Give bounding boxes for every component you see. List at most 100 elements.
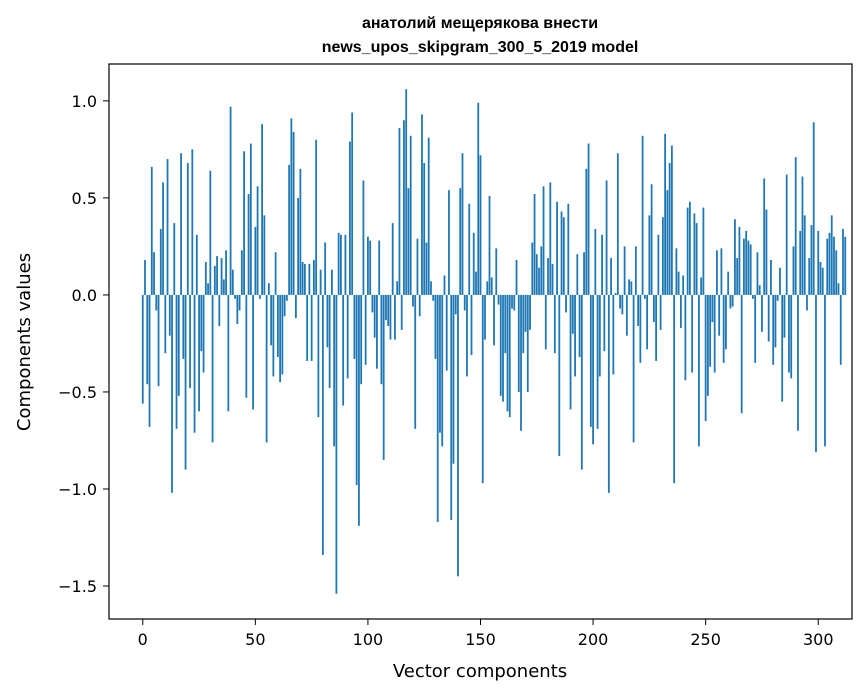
bar-component-293 [801, 176, 804, 295]
bar-component-278 [767, 294, 770, 342]
bar-component-142 [461, 153, 464, 295]
y-tick-label: 0.0 [72, 286, 97, 305]
bar-component-286 [785, 174, 788, 295]
bar-component-79 [319, 269, 322, 295]
bar-component-104 [376, 294, 378, 369]
bar-component-254 [713, 294, 716, 373]
bar-component-234 [668, 162, 671, 295]
bar-component-177 [540, 246, 543, 295]
bar-component-100 [367, 236, 369, 295]
bar-component-281 [774, 294, 777, 348]
bar-component-31 [211, 294, 214, 443]
bar-component-133 [441, 294, 444, 447]
bar-component-7 [157, 294, 160, 387]
bar-component-128 [430, 281, 432, 295]
bar-component-0 [141, 294, 144, 404]
bar-component-262 [731, 294, 734, 307]
bar-component-78 [317, 294, 320, 418]
bar-component-1 [144, 260, 146, 295]
bar-component-138 [452, 294, 455, 464]
bar-component-269 [747, 240, 750, 295]
bar-component-202 [596, 294, 599, 429]
bar-component-178 [542, 186, 545, 295]
bar-component-267 [743, 238, 745, 295]
bar-component-54 [263, 215, 266, 295]
bar-component-263 [734, 219, 736, 295]
bar-component-163 [508, 294, 511, 418]
y-tick-label: −0.5 [58, 383, 97, 402]
bar-component-90 [344, 234, 347, 295]
bar-component-168 [520, 294, 522, 431]
bar-component-94 [353, 294, 356, 359]
bar-component-65 [288, 164, 291, 295]
bar-component-58 [272, 294, 275, 377]
bar-component-117 [405, 89, 408, 295]
bar-component-33 [216, 256, 218, 295]
bar-component-190 [569, 294, 572, 410]
bar-component-6 [155, 294, 158, 311]
bar-component-167 [517, 294, 520, 392]
bar-component-22 [191, 149, 194, 295]
bar-component-154 [488, 195, 491, 295]
bar-component-29 [207, 283, 209, 295]
bar-component-107 [382, 294, 385, 460]
bar-component-277 [765, 209, 768, 295]
bar-component-310 [839, 294, 842, 365]
bar-component-12 [168, 294, 171, 336]
bar-component-120 [412, 294, 414, 307]
bar-component-273 [756, 252, 759, 295]
bar-component-239 [679, 294, 682, 328]
bar-component-218 [632, 294, 635, 443]
bar-component-272 [754, 294, 757, 363]
bar-component-91 [346, 294, 349, 379]
bar-component-136 [448, 190, 450, 295]
bar-component-157 [495, 248, 498, 295]
bar-component-265 [738, 227, 741, 295]
bar-component-238 [677, 271, 680, 295]
bar-component-129 [432, 294, 435, 301]
bar-component-76 [312, 260, 315, 295]
bar-component-72 [303, 263, 306, 295]
bar-component-83 [328, 294, 331, 389]
bar-component-21 [189, 294, 191, 389]
bar-component-279 [770, 260, 772, 295]
bar-component-305 [828, 232, 831, 295]
bar-component-123 [418, 294, 421, 317]
x-tick-label: 200 [578, 630, 609, 649]
bar-component-225 [648, 215, 651, 295]
bar-component-160 [502, 294, 504, 402]
bar-component-150 [479, 155, 482, 295]
bar-component-55 [265, 294, 268, 443]
bar-component-64 [285, 294, 288, 301]
bar-component-155 [490, 277, 493, 295]
bar-component-219 [634, 246, 637, 295]
bar-component-222 [641, 135, 644, 295]
bar-component-127 [427, 137, 430, 295]
bar-component-139 [454, 294, 457, 315]
bar-component-164 [511, 294, 513, 309]
bar-component-169 [522, 294, 525, 354]
bar-component-151 [481, 294, 484, 484]
bar-component-184 [556, 201, 558, 295]
bar-component-179 [544, 294, 547, 350]
bar-component-9 [162, 182, 164, 295]
bar-component-122 [416, 238, 419, 295]
bar-component-311 [842, 228, 844, 295]
x-tick-label: 100 [353, 630, 384, 649]
bar-component-40 [231, 269, 234, 295]
bar-component-137 [450, 294, 453, 521]
bar-component-186 [560, 211, 563, 295]
bar-component-13 [171, 294, 173, 493]
bar-component-275 [761, 294, 763, 332]
bar-component-257 [720, 248, 723, 295]
bar-component-171 [526, 294, 529, 392]
bar-component-223 [643, 294, 646, 299]
bar-component-229 [657, 234, 660, 295]
bar-component-27 [202, 294, 205, 373]
bar-component-193 [576, 254, 579, 295]
y-tick-label: 0.5 [72, 189, 97, 208]
bar-component-180 [547, 258, 549, 295]
bar-component-289 [792, 246, 795, 295]
bar-component-283 [779, 267, 781, 295]
bar-component-197 [585, 168, 588, 295]
